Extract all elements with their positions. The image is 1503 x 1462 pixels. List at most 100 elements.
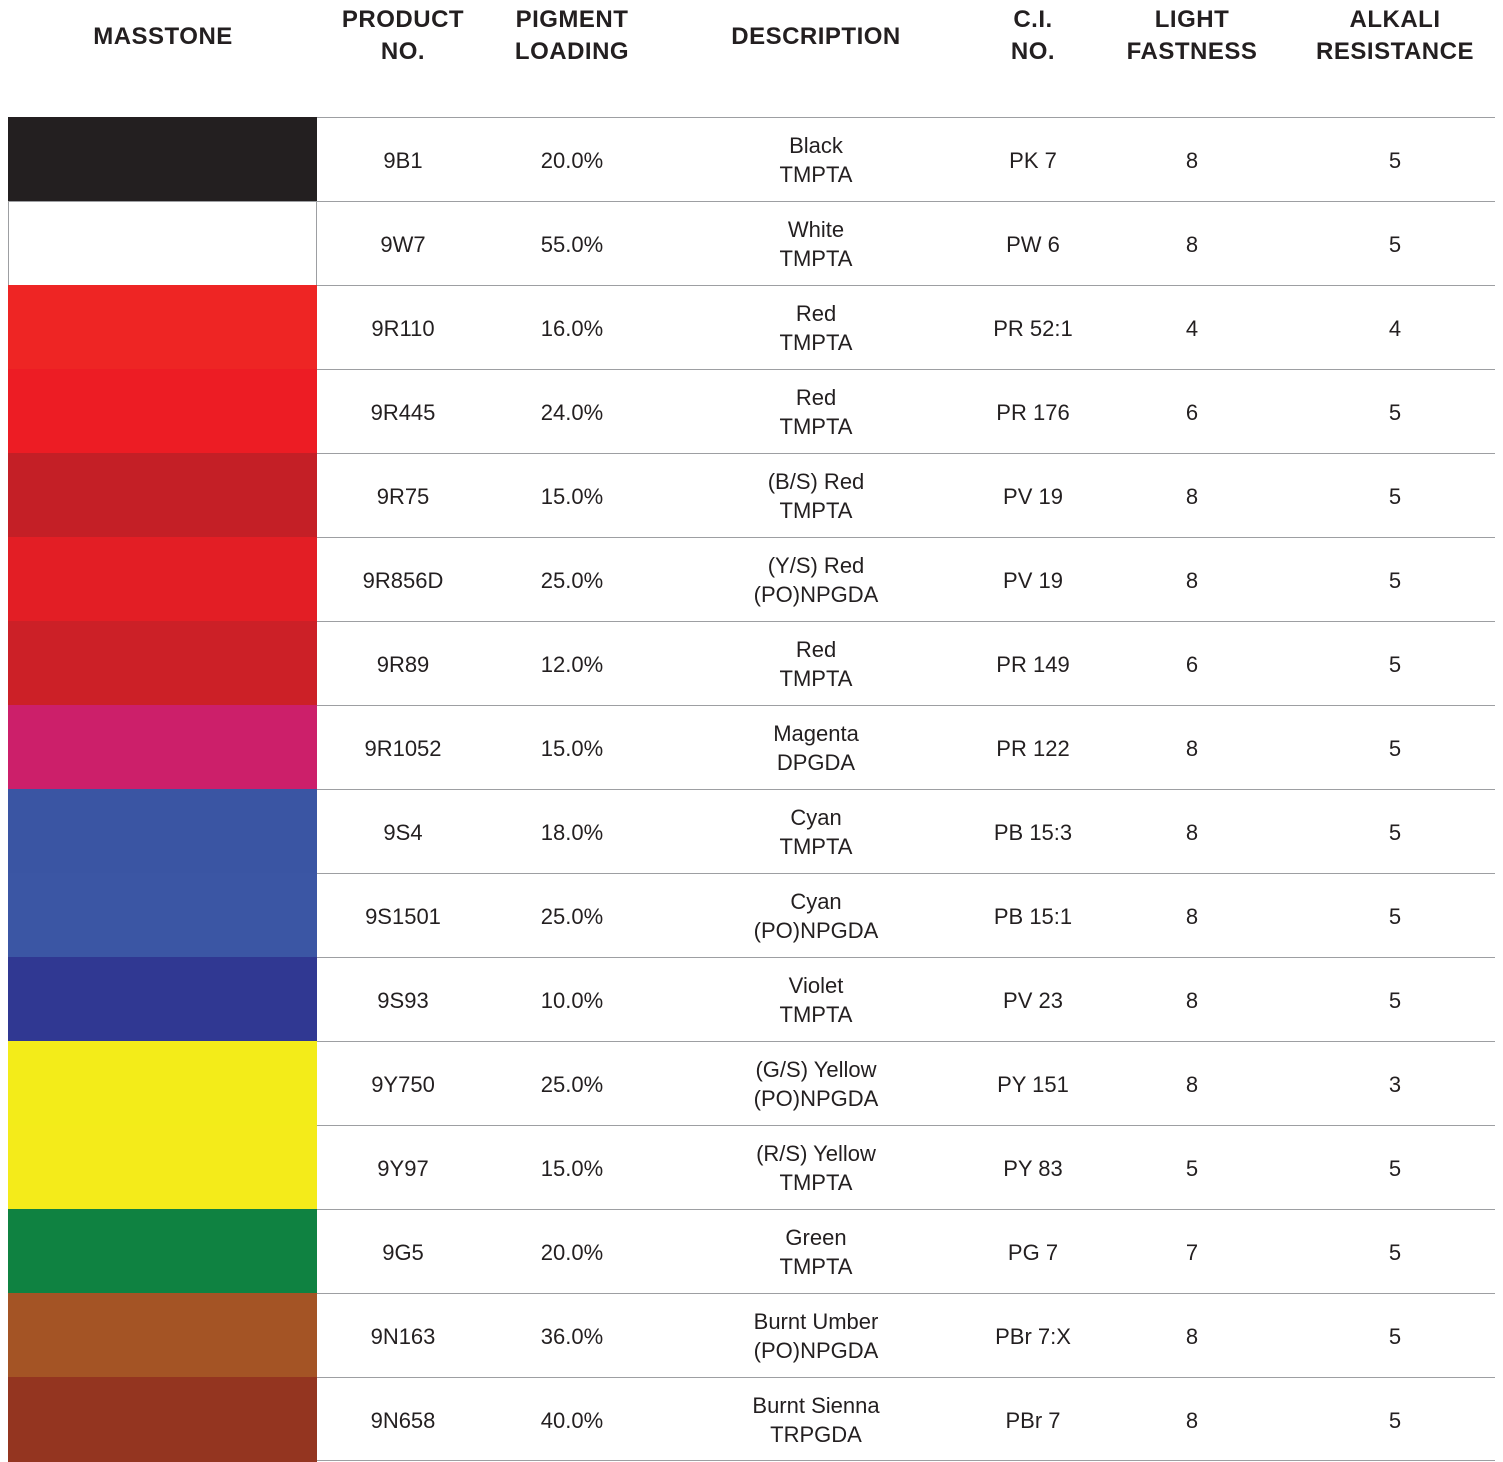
masstone-swatch [8, 789, 317, 874]
description-line: TMPTA [779, 246, 853, 271]
column-header: PIGMENT LOADING [515, 4, 629, 68]
table-row: 9R75 15.0% (B/S) Red TMPTA PV 19 8 5 [8, 453, 1495, 538]
ci-cell: PG 7 [1007, 1239, 1059, 1265]
masstone-swatch [8, 117, 317, 202]
description-line: (G/S) Yellow [755, 1057, 877, 1082]
ci-cell: PB 15:1 [993, 903, 1073, 929]
header-line: PIGMENT [515, 6, 629, 33]
description-cell: Red TMPTA [780, 622, 853, 706]
loading-cell: 15.0% [540, 735, 604, 761]
description-line: Red [795, 385, 837, 410]
light-cell: 8 [1185, 1323, 1199, 1349]
loading-cell: 18.0% [540, 819, 604, 845]
ci-cell: PV 23 [1003, 987, 1063, 1013]
light-cell: 8 [1185, 819, 1199, 845]
product-cell: 9R1052 [364, 735, 442, 761]
loading-cell: 25.0% [540, 1071, 604, 1097]
masstone-swatch [8, 1125, 317, 1210]
loading-cell: 20.0% [540, 1239, 604, 1265]
ci-cell: PR 122 [996, 735, 1070, 761]
header-line: MASSTONE [93, 23, 233, 50]
light-cell: 7 [1185, 1239, 1199, 1265]
alkali-cell: 5 [1388, 1323, 1402, 1349]
alkali-cell: 5 [1388, 987, 1402, 1013]
table-row: 9G5 20.0% Green TMPTA PG 7 7 5 [8, 1209, 1495, 1294]
loading-cell: 25.0% [540, 903, 604, 929]
description-cell: Cyan (PO)NPGDA [754, 874, 879, 958]
product-cell: 9R89 [376, 651, 430, 677]
product-cell: 9S4 [383, 819, 423, 845]
ci-cell: PY 151 [997, 1071, 1069, 1097]
description-line: TMPTA [779, 1170, 853, 1195]
description-line: White [787, 217, 845, 242]
masstone-swatch [8, 1209, 317, 1294]
alkali-cell: 5 [1388, 147, 1402, 173]
masstone-swatch [8, 369, 317, 454]
loading-cell: 24.0% [540, 399, 604, 425]
description-line: Burnt Umber [753, 1309, 879, 1334]
ci-cell: PBr 7 [1005, 1407, 1061, 1433]
product-cell: 9Y750 [371, 1071, 435, 1097]
alkali-cell: 5 [1388, 483, 1402, 509]
light-cell: 8 [1185, 147, 1199, 173]
loading-cell: 36.0% [540, 1323, 604, 1349]
product-cell: 9S93 [377, 987, 429, 1013]
ci-cell: PY 83 [1003, 1155, 1063, 1181]
column-header: MASSTONE [93, 21, 233, 53]
description-cell: Violet TMPTA [780, 958, 853, 1042]
table-row: 9N163 36.0% Burnt Umber (PO)NPGDA PBr 7:X 8 5 [8, 1293, 1495, 1378]
description-cell: (Y/S) Red (PO)NPGDA [754, 538, 879, 622]
loading-cell: 16.0% [540, 315, 604, 341]
ci-cell: PR 52:1 [993, 315, 1073, 341]
light-cell: 5 [1185, 1155, 1199, 1181]
light-cell: 6 [1185, 399, 1199, 425]
table-row: 9B1 20.0% Black TMPTA PK 7 8 5 [8, 117, 1495, 202]
description-cell: Black TMPTA [780, 118, 853, 202]
masstone-swatch [8, 1293, 317, 1378]
product-cell: 9N658 [370, 1407, 436, 1433]
description-line: TMPTA [779, 1254, 853, 1279]
product-cell: 9N163 [370, 1323, 436, 1349]
product-cell: 9W7 [380, 231, 426, 257]
masstone-swatch [8, 621, 317, 706]
masstone-swatch [8, 873, 317, 958]
alkali-cell: 5 [1388, 567, 1402, 593]
product-cell: 9R856D [362, 567, 444, 593]
table-row: 9S1501 25.0% Cyan (PO)NPGDA PB 15:1 8 5 [8, 873, 1495, 958]
light-cell: 8 [1185, 903, 1199, 929]
header-line: RESISTANCE [1316, 38, 1474, 65]
light-cell: 8 [1185, 735, 1199, 761]
column-header: ALKALI RESISTANCE [1316, 4, 1474, 68]
alkali-cell: 5 [1388, 735, 1402, 761]
description-line: (B/S) Red [767, 469, 865, 494]
description-line: (R/S) Yellow [756, 1141, 876, 1166]
description-line: TMPTA [779, 666, 853, 691]
masstone-swatch [8, 957, 317, 1042]
alkali-cell: 5 [1388, 903, 1402, 929]
loading-cell: 40.0% [540, 1407, 604, 1433]
description-cell: Red TMPTA [780, 286, 853, 370]
light-cell: 8 [1185, 567, 1199, 593]
alkali-cell: 5 [1388, 231, 1402, 257]
description-line: TMPTA [779, 498, 853, 523]
loading-cell: 25.0% [540, 567, 604, 593]
description-cell: Red TMPTA [780, 370, 853, 454]
ci-cell: PR 176 [996, 399, 1070, 425]
table-row: 9N658 40.0% Burnt Sienna TRPGDA PBr 7 8 5 [8, 1377, 1495, 1462]
column-header: LIGHT FASTNESS [1127, 4, 1258, 68]
table-row: 9R445 24.0% Red TMPTA PR 176 6 5 [8, 369, 1495, 454]
description-line: Cyan [790, 889, 842, 914]
ci-cell: PK 7 [1009, 147, 1057, 173]
masstone-swatch [8, 285, 317, 370]
header-line: FASTNESS [1126, 38, 1258, 65]
header-line: NO. [380, 38, 426, 65]
alkali-cell: 5 [1388, 1155, 1402, 1181]
table-row: 9S4 18.0% Cyan TMPTA PB 15:3 8 5 [8, 789, 1495, 874]
alkali-cell: 5 [1388, 819, 1402, 845]
header-line: PRODUCT [341, 6, 465, 33]
header-line: C.I. [1013, 6, 1053, 33]
description-cell: (B/S) Red TMPTA [768, 454, 865, 538]
description-line: TMPTA [779, 330, 853, 355]
description-line: (PO)NPGDA [753, 1338, 879, 1363]
description-line: Black [789, 133, 843, 158]
